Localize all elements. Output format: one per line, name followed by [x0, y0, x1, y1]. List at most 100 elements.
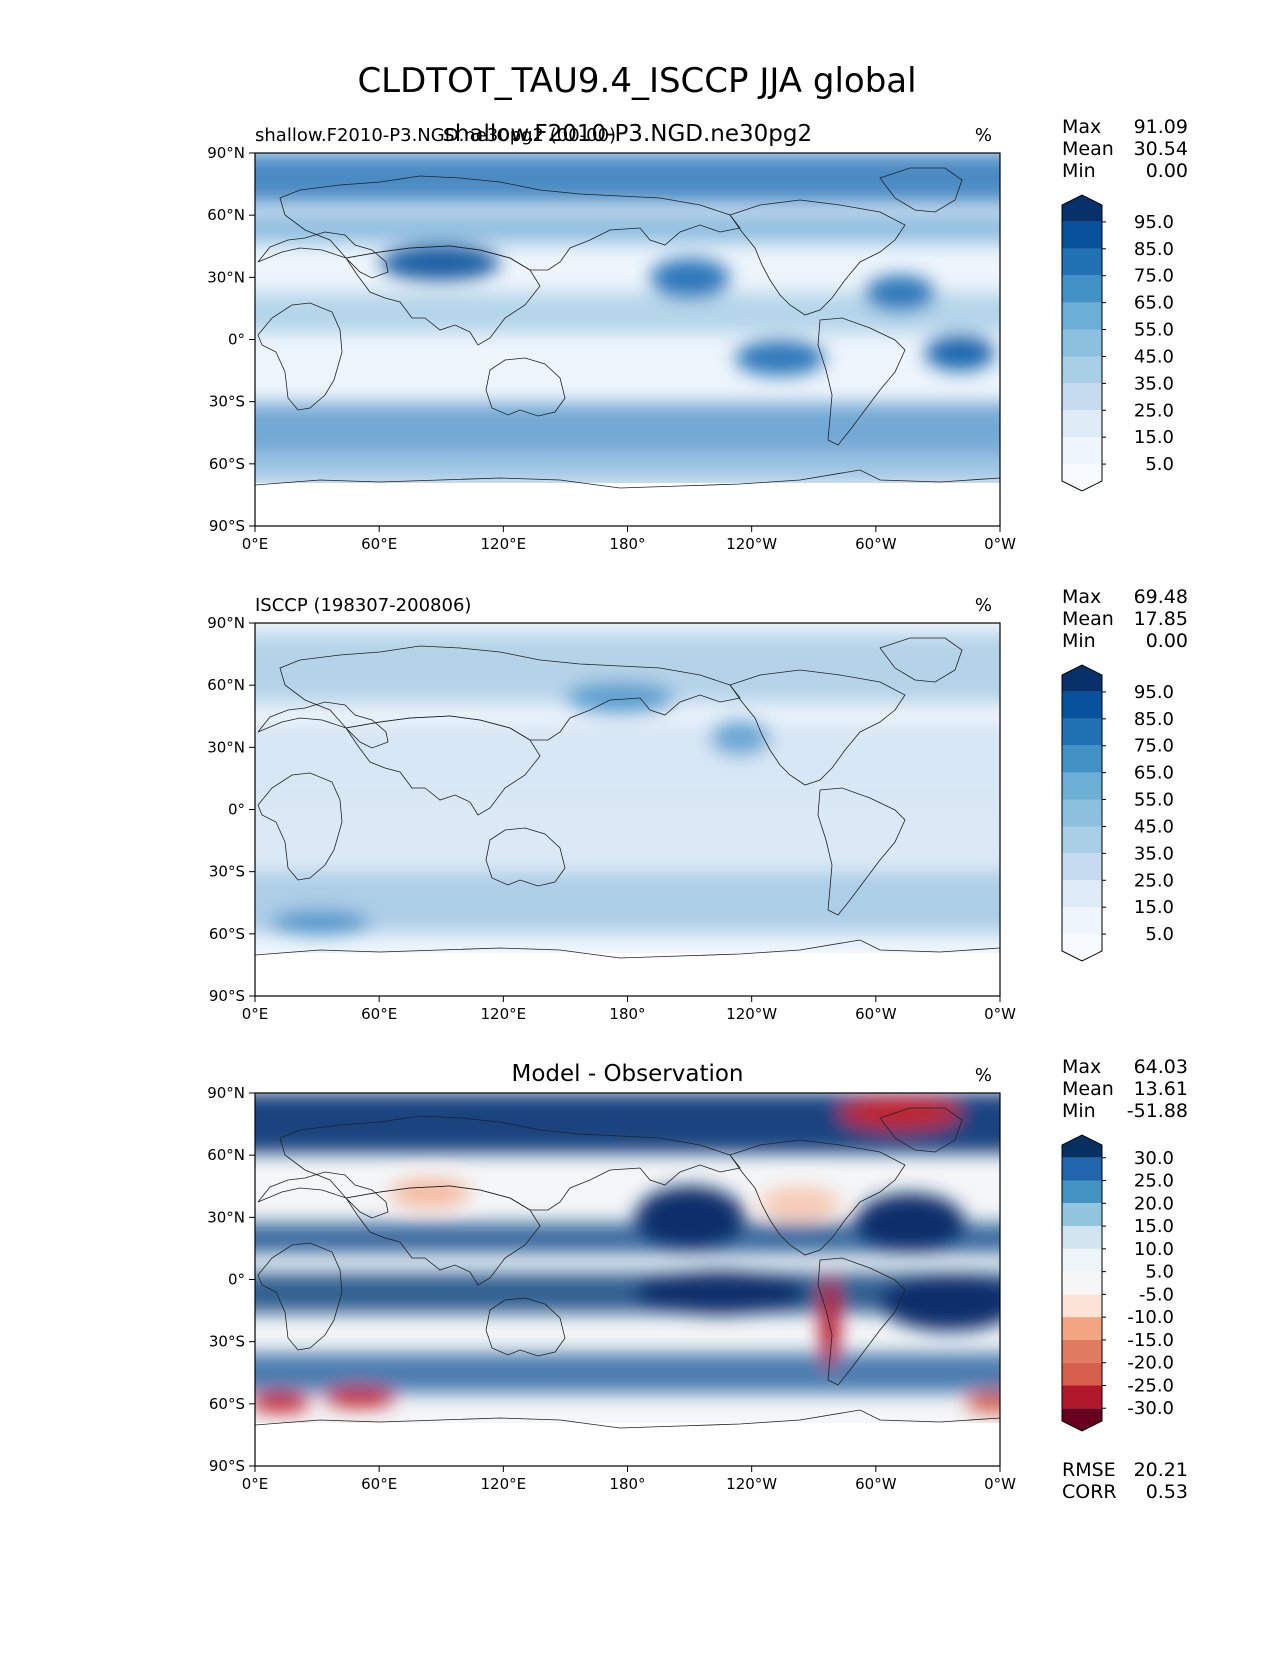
y-tick-label: 30°N [207, 1208, 245, 1226]
stat-label-max: Max [1062, 586, 1101, 608]
panel-units: % [975, 595, 992, 616]
colorbar-swatch [1062, 437, 1102, 465]
stat-label-mean: Mean [1062, 608, 1114, 630]
colorbar-swatch [1062, 1248, 1102, 1272]
colorbar-swatch [1062, 772, 1102, 800]
y-tick-label: 0° [228, 331, 245, 349]
map-field [255, 633, 1000, 935]
panel-center-title: shallow.F2010-P3.NGD.ne30pg2 [443, 121, 812, 147]
field-feature [735, 340, 825, 376]
stat-label-max: Max [1062, 1056, 1101, 1078]
x-tick-label: 60°E [361, 1005, 397, 1023]
stat-value-corr: 0.53 [1146, 1481, 1188, 1503]
stat-value-min: 0.00 [1146, 630, 1188, 652]
x-tick-label: 60°E [361, 1475, 397, 1493]
colorbar: 95.0 85.0 75.0 65.0 55.0 45.0 35.0 25.0 15.0 5.0 [1061, 664, 1174, 962]
colorbar-label: -5.0 [1139, 1284, 1174, 1305]
colorbar-label: 85.0 [1134, 709, 1174, 730]
colorbar-swatch [1062, 1408, 1102, 1431]
map-panel-1: 0°E 60°E 120°E 180° 120°W 60°W 0°W 90°N 60°N 30°N… [207, 116, 1188, 553]
panel-left-title: shallow.F2010-P3.NGD.ne30pg2 (00-00) [255, 125, 616, 146]
x-tick-label: 120°W [726, 1475, 777, 1493]
x-tick-label: 180° [609, 1475, 645, 1493]
colorbar-label: 15.0 [1134, 1216, 1174, 1237]
stat-label-corr: CORR [1062, 1481, 1117, 1503]
colorbar-label: 75.0 [1134, 266, 1174, 287]
colorbar-label: 55.0 [1134, 320, 1174, 341]
colorbar-swatch [1062, 1317, 1102, 1340]
x-tick-label: 120°E [481, 1475, 527, 1493]
field-band [255, 153, 1000, 203]
colorbar-swatch [1062, 880, 1102, 908]
colorbar-label: -25.0 [1127, 1375, 1174, 1396]
y-tick-label: 0° [228, 1271, 245, 1289]
map-panel-3: 0°E 60°E 120°E 180° 120°W 60°W 0°W 90°N 60°N 30°N… [207, 1056, 1188, 1503]
field-band [255, 1273, 1000, 1313]
colorbar-label: 25.0 [1134, 1171, 1174, 1192]
y-tick-label: 90°S [209, 987, 245, 1005]
colorbar-label: -10.0 [1127, 1307, 1174, 1328]
colorbar-label: 45.0 [1134, 346, 1174, 367]
x-tick-label: 60°E [361, 535, 397, 553]
field-band [255, 723, 1000, 803]
stat-value-rmse: 20.21 [1134, 1459, 1188, 1481]
panel-center-title: Model - Observation [511, 1061, 743, 1087]
stat-value-max: 91.09 [1134, 116, 1188, 138]
field-feature [855, 1193, 965, 1253]
field-feature [865, 275, 935, 311]
colorbar-label: 30.0 [1134, 1148, 1174, 1169]
colorbar-swatch [1062, 1271, 1102, 1295]
field-feature [270, 911, 370, 935]
colorbar-label: 10.0 [1134, 1239, 1174, 1260]
panel-left-title: ISCCP (198307-200806) [255, 595, 471, 616]
stat-value-max: 64.03 [1134, 1056, 1188, 1078]
colorbar-swatch [1062, 691, 1102, 719]
colorbar-label: -30.0 [1127, 1398, 1174, 1419]
y-tick-label: 30°S [209, 393, 245, 411]
figure-title: CLDTOT_TAU9.4_ISCCP JJA global [357, 61, 916, 101]
colorbar-label: -15.0 [1127, 1330, 1174, 1351]
stat-label-min: Min [1062, 630, 1096, 652]
x-tick-label: 120°W [726, 535, 777, 553]
colorbar-label: 35.0 [1134, 373, 1174, 394]
colorbar-swatch [1062, 1385, 1102, 1409]
y-tick-label: 30°N [207, 268, 245, 286]
colorbar-swatch [1062, 248, 1102, 276]
x-tick-label: 0°E [242, 1005, 269, 1023]
colorbar-label: 25.0 [1134, 400, 1174, 421]
colorbar-swatch [1062, 799, 1102, 827]
stat-label-max: Max [1062, 116, 1101, 138]
colorbar-label: 25.0 [1134, 870, 1174, 891]
colorbar-label: 20.0 [1134, 1193, 1174, 1214]
polar-no-data [255, 1423, 1000, 1466]
colorbar-label: 65.0 [1134, 293, 1174, 314]
colorbar-label: 65.0 [1134, 763, 1174, 784]
x-tick-label: 60°W [855, 1005, 897, 1023]
stat-value-min: 0.00 [1146, 160, 1188, 182]
stat-label-mean: Mean [1062, 138, 1114, 160]
colorbar-swatch [1062, 1294, 1102, 1318]
field-feature [965, 1393, 1000, 1413]
x-tick-label: 180° [609, 1005, 645, 1023]
y-tick-label: 0° [228, 801, 245, 819]
field-feature [880, 1275, 1000, 1331]
colorbar-label: 55.0 [1134, 790, 1174, 811]
colorbar-label: 15.0 [1134, 897, 1174, 918]
panel-units: % [975, 125, 992, 146]
colorbar-swatch [1062, 329, 1102, 357]
y-tick-label: 60°S [209, 455, 245, 473]
colorbar-swatch [1062, 356, 1102, 384]
field-feature [650, 258, 730, 298]
field-feature [390, 1179, 470, 1207]
stat-label-min: Min [1062, 160, 1096, 182]
field-feature [380, 245, 500, 281]
x-tick-label: 60°W [855, 1475, 897, 1493]
colorbar-swatch [1062, 1339, 1102, 1363]
y-tick-label: 30°S [209, 1333, 245, 1351]
field-band [255, 453, 1000, 483]
colorbar-label: 85.0 [1134, 239, 1174, 260]
colorbar-swatch [1062, 195, 1102, 222]
y-tick-label: 60°N [207, 1146, 245, 1164]
field-band [255, 873, 1000, 933]
